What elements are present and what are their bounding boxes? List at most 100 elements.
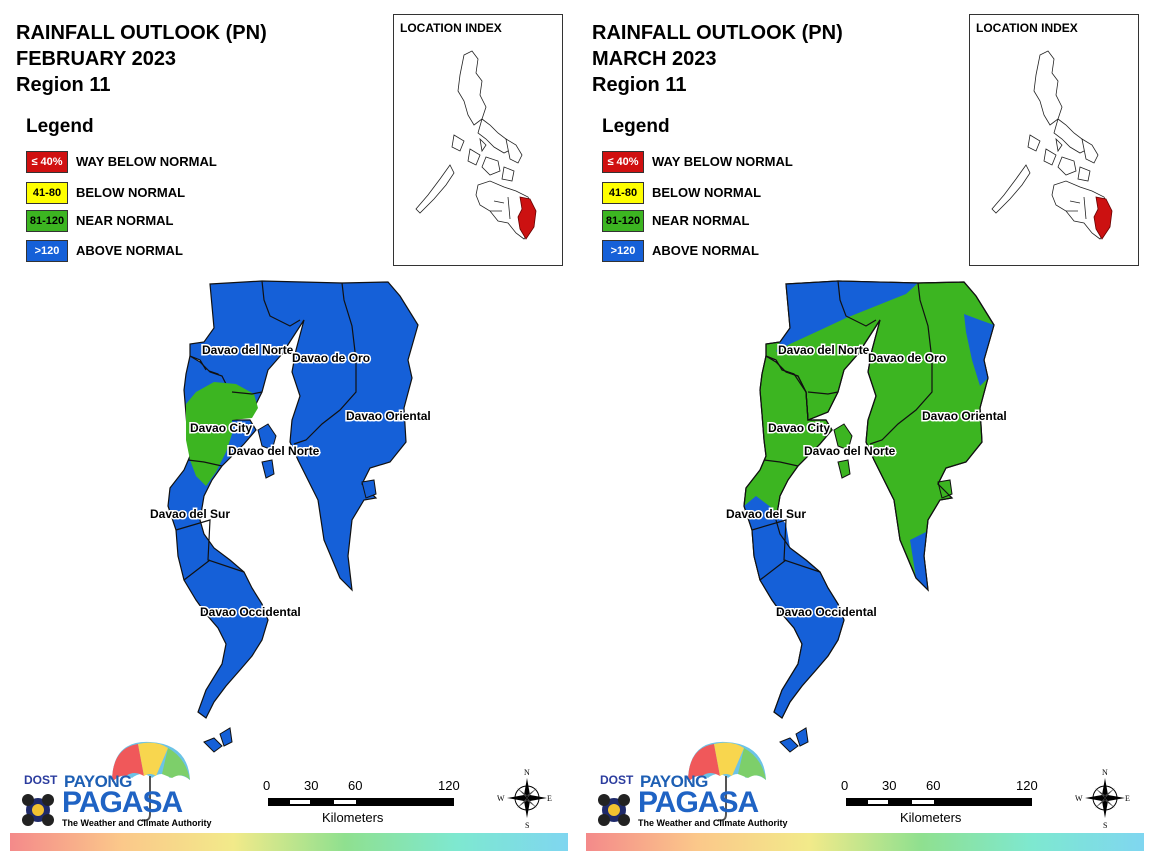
legend-swatch: >120 bbox=[602, 240, 644, 262]
scale-tick-60: 60 bbox=[926, 778, 941, 793]
scale-bar: 0 30 60 120 Kilometers bbox=[838, 778, 1048, 826]
north-arrow-compass: N S W E bbox=[497, 766, 553, 830]
umbrella-icon bbox=[598, 741, 766, 826]
legend-swatch: >120 bbox=[26, 240, 68, 262]
legend-title: Legend bbox=[26, 116, 94, 137]
scale-tick-30: 30 bbox=[882, 778, 897, 793]
philippines-outline-map bbox=[415, 50, 537, 240]
label-davao-del-norte-island: Davao del Norte bbox=[804, 444, 896, 458]
legend-label: WAY BELOW NORMAL bbox=[652, 154, 793, 169]
umbrella-icon bbox=[22, 741, 190, 826]
label-davao-del-sur: Davao del Sur bbox=[150, 507, 230, 521]
logo-tagline: The Weather and Climate Authority bbox=[62, 818, 212, 828]
legend-label: BELOW NORMAL bbox=[652, 185, 762, 200]
location-index-title: LOCATION INDEX bbox=[976, 21, 1078, 35]
title-line-2: FEBRUARY 2023 bbox=[16, 48, 177, 70]
region-11-rainfall-map: Davao del Norte Davao de Oro Davao Orien… bbox=[725, 280, 1008, 753]
label-davao-del-norte: Davao del Norte bbox=[202, 343, 294, 357]
compass-n: N bbox=[1102, 768, 1108, 777]
north-arrow-compass: N S W E bbox=[1075, 766, 1131, 830]
label-davao-de-oro: Davao de Oro bbox=[868, 351, 946, 365]
scale-bar: 0 30 60 120 Kilometers bbox=[260, 778, 470, 826]
legend-swatch: 41-80 bbox=[26, 182, 68, 204]
logo-payong-text: PAYONG bbox=[640, 772, 708, 791]
legend-label: BELOW NORMAL bbox=[76, 185, 186, 200]
label-davao-city: Davao City bbox=[768, 421, 830, 435]
compass-rose-icon: N S W E bbox=[497, 768, 552, 830]
talikud-island bbox=[837, 459, 851, 479]
label-davao-oriental: Davao Oriental bbox=[922, 409, 1007, 423]
legend-label: WAY BELOW NORMAL bbox=[76, 154, 217, 169]
label-davao-occidental: Davao Occidental bbox=[200, 605, 301, 619]
scale-tick-120: 120 bbox=[438, 778, 460, 793]
logo-pagasa-text: PAGASA bbox=[62, 786, 183, 819]
southern-islands bbox=[779, 727, 809, 753]
samal-island bbox=[833, 423, 853, 451]
footer-color-strip bbox=[10, 833, 568, 851]
eastern-coast-above-normal-zone bbox=[964, 314, 994, 386]
payong-pagasa-logo: DOST PAYONG PAGASA The Weather and Clima… bbox=[16, 740, 216, 832]
southern-above-normal-zone bbox=[744, 496, 844, 718]
scale-tick-0: 0 bbox=[263, 778, 271, 793]
logo-dost-text: DOST bbox=[600, 773, 634, 787]
footer-color-strip bbox=[586, 833, 1144, 851]
logo-payong-text: PAYONG bbox=[64, 772, 132, 791]
scale-unit-label: Kilometers bbox=[900, 810, 962, 825]
logo-dost-text: DOST bbox=[24, 773, 58, 787]
legend-swatch: ≤ 40% bbox=[602, 151, 644, 173]
scale-tick-30: 30 bbox=[304, 778, 319, 793]
philippines-outline-map bbox=[991, 50, 1113, 240]
compass-rose-icon: N S W E bbox=[1075, 768, 1130, 830]
compass-e: E bbox=[1125, 794, 1130, 803]
province-davao-del-norte bbox=[189, 280, 419, 592]
title-line-1: RAINFALL OUTLOOK (PN) bbox=[592, 22, 843, 44]
title-line-2: MARCH 2023 bbox=[592, 48, 717, 70]
label-davao-del-sur: Davao del Sur bbox=[726, 507, 806, 521]
legend-label: ABOVE NORMAL bbox=[652, 243, 759, 258]
davao-city-near-normal-zone bbox=[186, 382, 258, 486]
scale-bar-graphic bbox=[846, 798, 1032, 806]
samal-island bbox=[257, 423, 277, 451]
label-davao-occidental: Davao Occidental bbox=[776, 605, 877, 619]
map-title: RAINFALL OUTLOOK (PN) MARCH 2023 Region … bbox=[592, 20, 843, 98]
region-11-rainfall-map: Davao del Norte Davao de Oro Davao Orien… bbox=[149, 280, 432, 753]
label-davao-del-norte: Davao del Norte bbox=[778, 343, 870, 357]
talikud-island bbox=[261, 459, 275, 479]
location-index-inset: LOCATION INDEX bbox=[393, 14, 563, 266]
legend-label: NEAR NORMAL bbox=[76, 213, 174, 228]
title-line-3: Region 11 bbox=[16, 74, 111, 96]
compass-w: W bbox=[497, 794, 505, 803]
compass-w: W bbox=[1075, 794, 1083, 803]
label-davao-de-oro: Davao de Oro bbox=[292, 351, 370, 365]
logo-pagasa-text: PAGASA bbox=[638, 786, 759, 819]
legend-title: Legend bbox=[602, 116, 670, 137]
compass-s: S bbox=[1103, 821, 1107, 830]
legend-label: ABOVE NORMAL bbox=[76, 243, 183, 258]
rainfall-map-panel-february: RAINFALL OUTLOOK (PN) FEBRUARY 2023 Regi… bbox=[10, 14, 568, 851]
scale-tick-60: 60 bbox=[348, 778, 363, 793]
title-line-3: Region 11 bbox=[592, 74, 687, 96]
scale-unit-label: Kilometers bbox=[322, 810, 384, 825]
compass-e: E bbox=[547, 794, 552, 803]
title-line-1: RAINFALL OUTLOOK (PN) bbox=[16, 22, 267, 44]
legend-swatch: 81-120 bbox=[26, 210, 68, 232]
scale-tick-120: 120 bbox=[1016, 778, 1038, 793]
rainfall-map-panel-march: RAINFALL OUTLOOK (PN) MARCH 2023 Region … bbox=[576, 0, 1152, 864]
eastern-islet bbox=[937, 479, 953, 499]
logo-tagline: The Weather and Climate Authority bbox=[638, 818, 788, 828]
scale-bar-graphic bbox=[268, 798, 454, 806]
label-davao-del-norte-island: Davao del Norte bbox=[228, 444, 320, 458]
compass-n: N bbox=[524, 768, 530, 777]
compass-s: S bbox=[525, 821, 529, 830]
southern-islands bbox=[203, 727, 233, 753]
legend-label: NEAR NORMAL bbox=[652, 213, 750, 228]
legend-swatch: ≤ 40% bbox=[26, 151, 68, 173]
location-index-title: LOCATION INDEX bbox=[400, 21, 502, 35]
label-davao-oriental: Davao Oriental bbox=[346, 409, 431, 423]
scale-tick-0: 0 bbox=[841, 778, 849, 793]
eastern-islet bbox=[361, 479, 377, 499]
location-index-inset: LOCATION INDEX bbox=[969, 14, 1139, 266]
payong-pagasa-logo: DOST PAYONG PAGASA The Weather and Clima… bbox=[592, 740, 792, 832]
map-title: RAINFALL OUTLOOK (PN) FEBRUARY 2023 Regi… bbox=[16, 20, 267, 98]
label-davao-city: Davao City bbox=[190, 421, 252, 435]
